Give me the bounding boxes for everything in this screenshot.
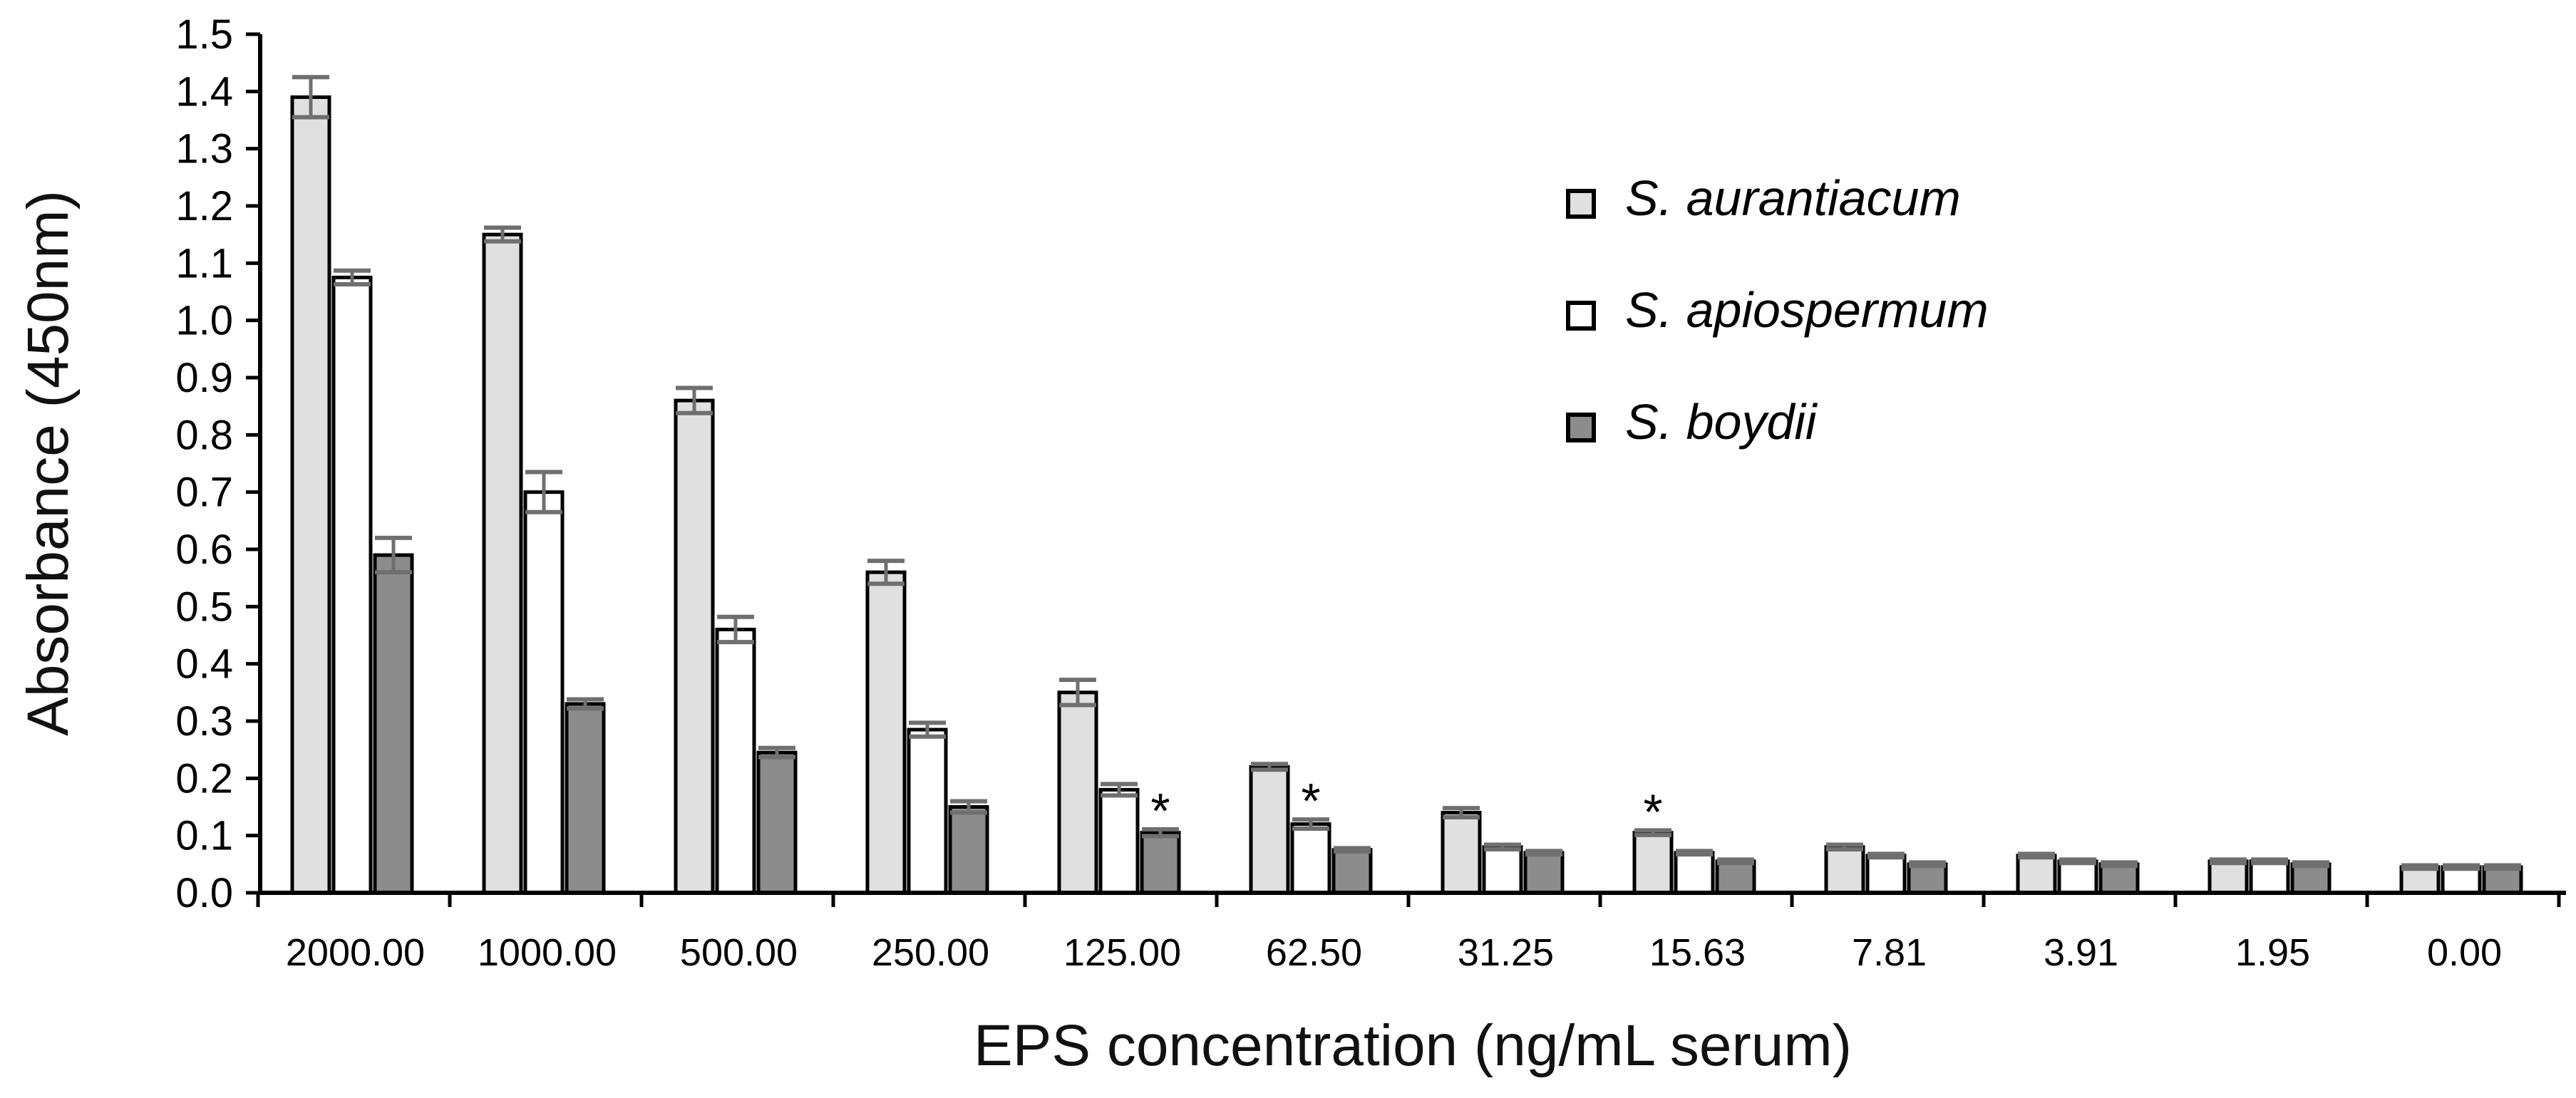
bar (1674, 851, 1715, 895)
y-tick-label: 1.5 (175, 11, 233, 58)
bar (565, 702, 606, 895)
bar (2098, 862, 2140, 895)
bars-layer (290, 75, 2523, 895)
x-tick-label: 500.00 (680, 931, 798, 974)
legend-label: S. apiospermum (1625, 282, 1989, 338)
y-tick-label: 0.9 (175, 355, 233, 401)
bar (290, 95, 331, 895)
bar (2207, 859, 2249, 895)
y-tick-label: 0.2 (175, 755, 233, 802)
bar (1098, 787, 1140, 895)
x-tick-label: 31.25 (1458, 931, 1554, 974)
y-tick-label: 0.3 (175, 698, 233, 745)
bar (1907, 862, 1948, 895)
y-tick-label: 0.7 (175, 470, 233, 516)
y-tick-label: 0.1 (175, 813, 233, 859)
bar (2399, 865, 2441, 895)
x-tick-label: 62.50 (1266, 931, 1362, 974)
legend-swatch (1566, 413, 1596, 442)
bar (907, 727, 948, 895)
bar (1249, 765, 1290, 895)
significance-asterisk: * (1643, 784, 1662, 839)
bar (373, 553, 414, 895)
bar (715, 627, 756, 895)
bar (1865, 854, 1907, 895)
bar (948, 805, 989, 895)
x-ticks-layer: 2000.00 1000.00 500.00 250.00 125.00 62.50 31.… (256, 893, 2561, 974)
y-tick-label: 0.6 (175, 527, 233, 573)
x-tick-label: 2000.00 (286, 931, 425, 974)
bar (1140, 831, 1181, 895)
y-tick-label: 1.2 (175, 183, 233, 229)
legend-label: S. aurantiacum (1625, 170, 1961, 226)
bar (1057, 690, 1098, 895)
x-tick-label: 3.91 (2044, 931, 2118, 974)
bar (865, 570, 907, 895)
annotations-layer: * * * (1150, 773, 1662, 839)
bar (2290, 862, 2332, 895)
bar (2016, 854, 2057, 895)
bar (523, 490, 565, 895)
x-tick-label: 250.00 (872, 931, 989, 974)
y-tick-label: 0.8 (175, 412, 233, 458)
bar (756, 750, 798, 895)
bar (1290, 822, 1331, 895)
y-tick-label: 0.4 (175, 641, 233, 688)
bar (674, 398, 715, 895)
y-tick-label: 1.1 (175, 240, 233, 286)
bar (482, 232, 523, 895)
bar (2441, 865, 2482, 895)
x-tick-label: 125.00 (1063, 931, 1181, 974)
x-tick-label: 15.63 (1649, 931, 1746, 974)
bar (1482, 845, 1523, 895)
bar (1441, 811, 1482, 895)
y-tick-label: 0.0 (175, 870, 233, 916)
y-tick-label: 1.3 (175, 126, 233, 172)
bar (1523, 851, 1565, 895)
x-tick-label: 7.81 (1852, 931, 1927, 974)
bar (1632, 831, 1674, 895)
bar (2249, 859, 2290, 895)
bar (1715, 859, 1756, 895)
y-axis-title: Absorbance (450nm) (16, 190, 81, 736)
y-tick-label: 1.0 (175, 298, 233, 344)
legend-swatch (1566, 189, 1596, 219)
bar (2057, 859, 2098, 895)
legend-label: S. boydii (1625, 394, 1818, 450)
y-tick-label: 1.4 (175, 68, 233, 115)
bar (1824, 845, 1865, 895)
significance-asterisk: * (1150, 783, 1170, 839)
bar (331, 275, 373, 895)
y-ticks-layer: 0.0 0.1 0.2 0.3 0.4 0.5 0.6 0.7 0.8 0.9 1.0 1.1 1.2 1… (175, 11, 260, 916)
x-tick-label: 1000.00 (478, 931, 617, 974)
legend: S. aurantiacum S. apiospermum S. boydii (1566, 170, 1989, 450)
x-tick-label: 1.95 (2235, 931, 2310, 974)
y-tick-label: 0.5 (175, 584, 233, 630)
bar (1331, 848, 1373, 895)
bar (2482, 865, 2523, 895)
x-axis-title: EPS concentration (ng/mL serum) (974, 1013, 1852, 1078)
x-tick-label: 0.00 (2427, 931, 2502, 974)
significance-asterisk: * (1301, 773, 1320, 829)
legend-swatch (1566, 301, 1596, 331)
